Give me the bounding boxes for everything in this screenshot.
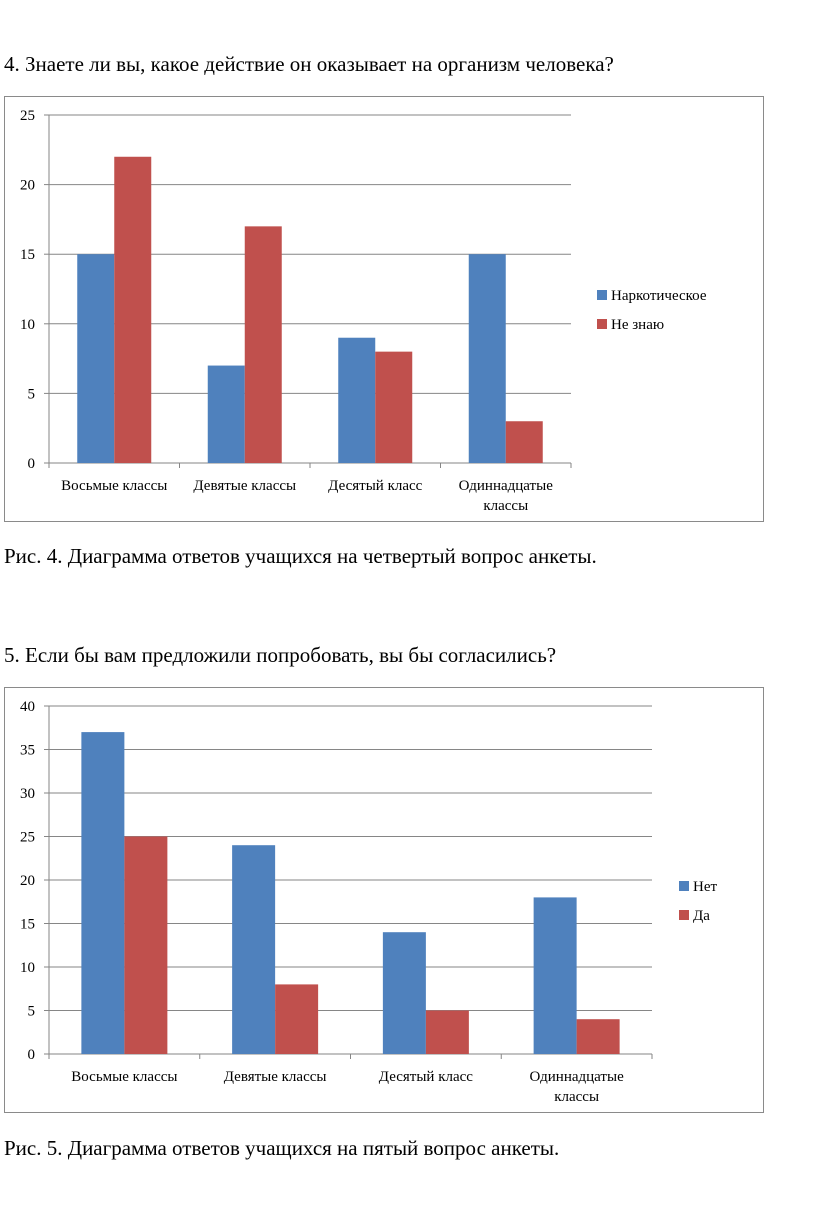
chart-1-bar-series2 — [375, 351, 413, 463]
chart-1-legend-label: Наркотическое — [611, 288, 707, 304]
chart-1-ytick-label: 10 — [20, 317, 35, 333]
chart-1-category-label: классы — [483, 498, 528, 514]
chart-2-category-label: классы — [554, 1089, 599, 1105]
chart-1-ytick-label: 25 — [20, 108, 35, 124]
chart-1-ytick-label: 5 — [28, 386, 36, 402]
chart-1-ytick-label: 0 — [28, 456, 36, 472]
chart-1-bar-series1 — [77, 254, 115, 463]
chart-1-legend-swatch — [597, 319, 607, 329]
chart-2-ytick-label: 40 — [20, 699, 35, 715]
chart-1-frame: 0 5 10 15 20 25 Восьмые классы Девятые классы Де… — [4, 96, 764, 522]
question-5-text: 5. Если бы вам предложили попробовать, в… — [4, 643, 557, 667]
chart-2-bar-series2 — [275, 984, 319, 1054]
chart-2-bar-series2 — [576, 1019, 620, 1054]
chart-1-category-label: Одиннадцатые — [459, 478, 554, 494]
chart-1-bar-series1 — [207, 365, 245, 463]
chart-2-ytick-label: 15 — [20, 917, 35, 933]
chart-2-frame: 0 5 10 15 20 25 30 35 40 Восьмые классы Девятые кл… — [4, 687, 764, 1113]
chart-1-bar-series2 — [244, 226, 282, 463]
chart-2: 0 5 10 15 20 25 30 35 40 Восьмые классы Девятые кл… — [20, 699, 717, 1105]
chart-2-ytick-label: 0 — [28, 1047, 36, 1063]
chart-2-bar-series1 — [232, 845, 276, 1054]
chart-1: 0 5 10 15 20 25 Восьмые классы Девятые классы Де… — [20, 108, 707, 514]
figure-5-caption: Рис. 5. Диаграмма ответов учащихся на пя… — [4, 1136, 560, 1160]
figure-4-caption: Рис. 4. Диаграмма ответов учащихся на че… — [4, 544, 597, 568]
chart-2-legend-label: Нет — [693, 879, 717, 895]
chart-2-legend-swatch — [679, 881, 689, 891]
chart-2-ytick-label: 30 — [20, 786, 35, 802]
chart-2-bar-series1 — [533, 897, 577, 1054]
chart-1-ytick-label: 20 — [20, 178, 35, 194]
chart-2-ytick-label: 25 — [20, 830, 35, 846]
chart-1-category-label: Девятые классы — [193, 478, 296, 494]
chart-1-bar-series2 — [114, 156, 152, 463]
chart-2-category-label: Девятые классы — [224, 1069, 327, 1085]
chart-2-bar-series1 — [81, 732, 125, 1054]
chart-2-ytick-label: 5 — [28, 1004, 36, 1020]
chart-1-ytick-label: 15 — [20, 247, 35, 263]
chart-2-ytick-label: 20 — [20, 873, 35, 889]
chart-2-category-label: Одиннадцатые — [530, 1069, 625, 1085]
chart-1-legend-label: Не знаю — [611, 317, 664, 333]
chart-1-bar-series1 — [468, 254, 506, 463]
chart-2-legend-label: Да — [693, 908, 710, 924]
chart-2-ytick-label: 35 — [20, 743, 35, 759]
chart-1-category-label: Десятый класс — [328, 478, 423, 494]
chart-2-bar-series2 — [425, 1010, 469, 1054]
chart-1-bar-series1 — [338, 337, 376, 463]
chart-1-bar-series2 — [505, 421, 543, 463]
chart-1-legend-swatch — [597, 290, 607, 300]
chart-2-bar-series1 — [382, 932, 426, 1054]
question-4-text: 4. Знаете ли вы, какое действие он оказы… — [4, 52, 614, 76]
chart-2-category-label: Восьмые классы — [71, 1069, 177, 1085]
chart-2-bar-series2 — [124, 836, 168, 1054]
chart-2-category-label: Десятый класс — [379, 1069, 474, 1085]
chart-2-ytick-label: 10 — [20, 960, 35, 976]
chart-2-legend-swatch — [679, 910, 689, 920]
chart-1-category-label: Восьмые классы — [61, 478, 167, 494]
